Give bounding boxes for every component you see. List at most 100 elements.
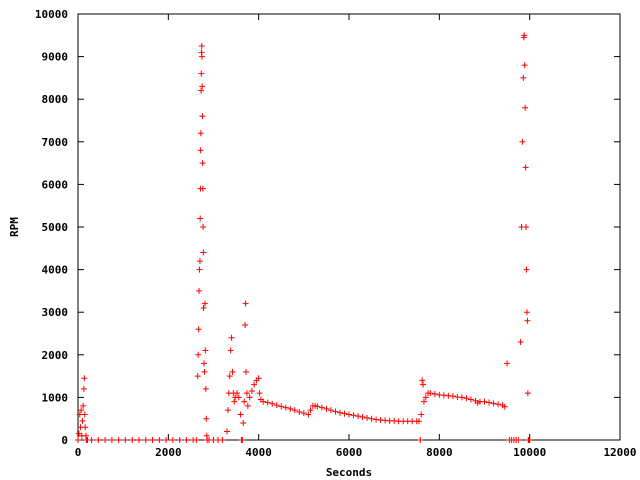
data-point bbox=[176, 437, 183, 443]
data-point bbox=[80, 402, 87, 409]
data-point bbox=[194, 373, 201, 380]
data-point bbox=[197, 147, 204, 154]
data-point bbox=[501, 403, 508, 410]
data-point bbox=[196, 258, 203, 265]
data-point bbox=[224, 407, 231, 414]
data-point bbox=[80, 385, 87, 392]
data-point bbox=[431, 390, 438, 397]
data-point bbox=[417, 437, 424, 443]
data-point bbox=[323, 405, 330, 412]
data-point bbox=[524, 317, 531, 324]
data-point bbox=[201, 300, 208, 307]
data-point bbox=[359, 413, 366, 420]
data-point bbox=[481, 398, 488, 405]
x-axis-title: Seconds bbox=[326, 466, 372, 479]
data-point bbox=[201, 360, 208, 367]
data-point bbox=[332, 408, 339, 415]
data-point bbox=[193, 437, 200, 443]
data-point bbox=[260, 398, 267, 405]
data-point bbox=[364, 414, 371, 421]
data-point bbox=[523, 224, 530, 230]
data-point bbox=[327, 407, 334, 414]
data-point bbox=[422, 394, 429, 401]
data-point bbox=[197, 130, 204, 137]
data-point bbox=[248, 388, 255, 395]
y-tick-label: 7000 bbox=[42, 136, 69, 149]
data-point bbox=[231, 398, 238, 405]
data-point bbox=[203, 415, 210, 422]
data-point bbox=[241, 398, 248, 405]
axis-tick-labels: 0 2000 4000 6000 8000 10000 12000 0 1000 2000 3000… bbox=[35, 8, 637, 459]
data-point bbox=[197, 215, 204, 222]
data-point bbox=[467, 396, 474, 403]
data-point bbox=[79, 417, 86, 424]
data-point bbox=[243, 390, 250, 397]
data-point bbox=[318, 404, 325, 411]
data-point bbox=[163, 437, 170, 443]
data-point bbox=[520, 74, 527, 81]
data-point bbox=[233, 390, 240, 397]
data-points bbox=[75, 32, 533, 443]
data-point bbox=[287, 405, 294, 412]
data-point bbox=[307, 407, 314, 414]
data-point bbox=[522, 104, 529, 111]
x-tick-label: 6000 bbox=[336, 446, 363, 459]
data-point bbox=[202, 385, 209, 392]
data-point bbox=[521, 32, 528, 39]
y-tick-label: 6000 bbox=[42, 178, 69, 191]
data-point bbox=[296, 408, 303, 415]
data-point bbox=[129, 437, 136, 443]
x-tick-label: 2000 bbox=[155, 446, 182, 459]
data-point bbox=[75, 437, 81, 443]
data-point bbox=[95, 437, 102, 443]
data-point bbox=[300, 410, 307, 417]
data-point bbox=[240, 419, 247, 426]
data-point bbox=[202, 347, 209, 354]
data-point bbox=[169, 437, 176, 443]
data-point bbox=[198, 87, 205, 94]
data-point bbox=[523, 266, 530, 273]
x-tick-label: 0 bbox=[75, 446, 82, 459]
data-point bbox=[244, 402, 251, 409]
data-point bbox=[449, 393, 456, 400]
data-point bbox=[156, 437, 163, 443]
data-point bbox=[237, 411, 244, 418]
data-point bbox=[88, 437, 95, 443]
data-point bbox=[135, 437, 142, 443]
y-tick-label: 3000 bbox=[42, 306, 69, 319]
data-point bbox=[108, 437, 115, 443]
data-point bbox=[523, 309, 530, 316]
data-point bbox=[291, 407, 298, 414]
data-point bbox=[416, 418, 423, 425]
data-point bbox=[199, 185, 206, 192]
data-point bbox=[201, 368, 208, 375]
data-point bbox=[81, 411, 88, 418]
data-point bbox=[196, 287, 203, 294]
data-point bbox=[195, 326, 202, 333]
data-point bbox=[199, 113, 206, 120]
y-tick-label: 4000 bbox=[42, 264, 69, 277]
y-tick-label: 10000 bbox=[35, 8, 68, 21]
data-point bbox=[341, 410, 348, 417]
data-point bbox=[235, 394, 242, 401]
data-point bbox=[226, 373, 233, 380]
x-tick-label: 10000 bbox=[513, 446, 546, 459]
data-point bbox=[273, 402, 280, 409]
data-point bbox=[256, 390, 263, 397]
data-point bbox=[242, 321, 249, 328]
data-point bbox=[519, 138, 526, 145]
data-point bbox=[346, 411, 352, 418]
data-point bbox=[229, 368, 236, 375]
data-point bbox=[463, 395, 470, 402]
data-point bbox=[196, 266, 203, 273]
data-point bbox=[524, 390, 531, 397]
data-point bbox=[200, 304, 207, 311]
data-point bbox=[122, 437, 129, 443]
data-point bbox=[81, 375, 88, 382]
data-point bbox=[243, 368, 250, 375]
data-point bbox=[251, 381, 258, 388]
data-point bbox=[495, 401, 502, 408]
y-axis-title: RPM bbox=[8, 217, 21, 237]
data-point bbox=[427, 390, 434, 397]
